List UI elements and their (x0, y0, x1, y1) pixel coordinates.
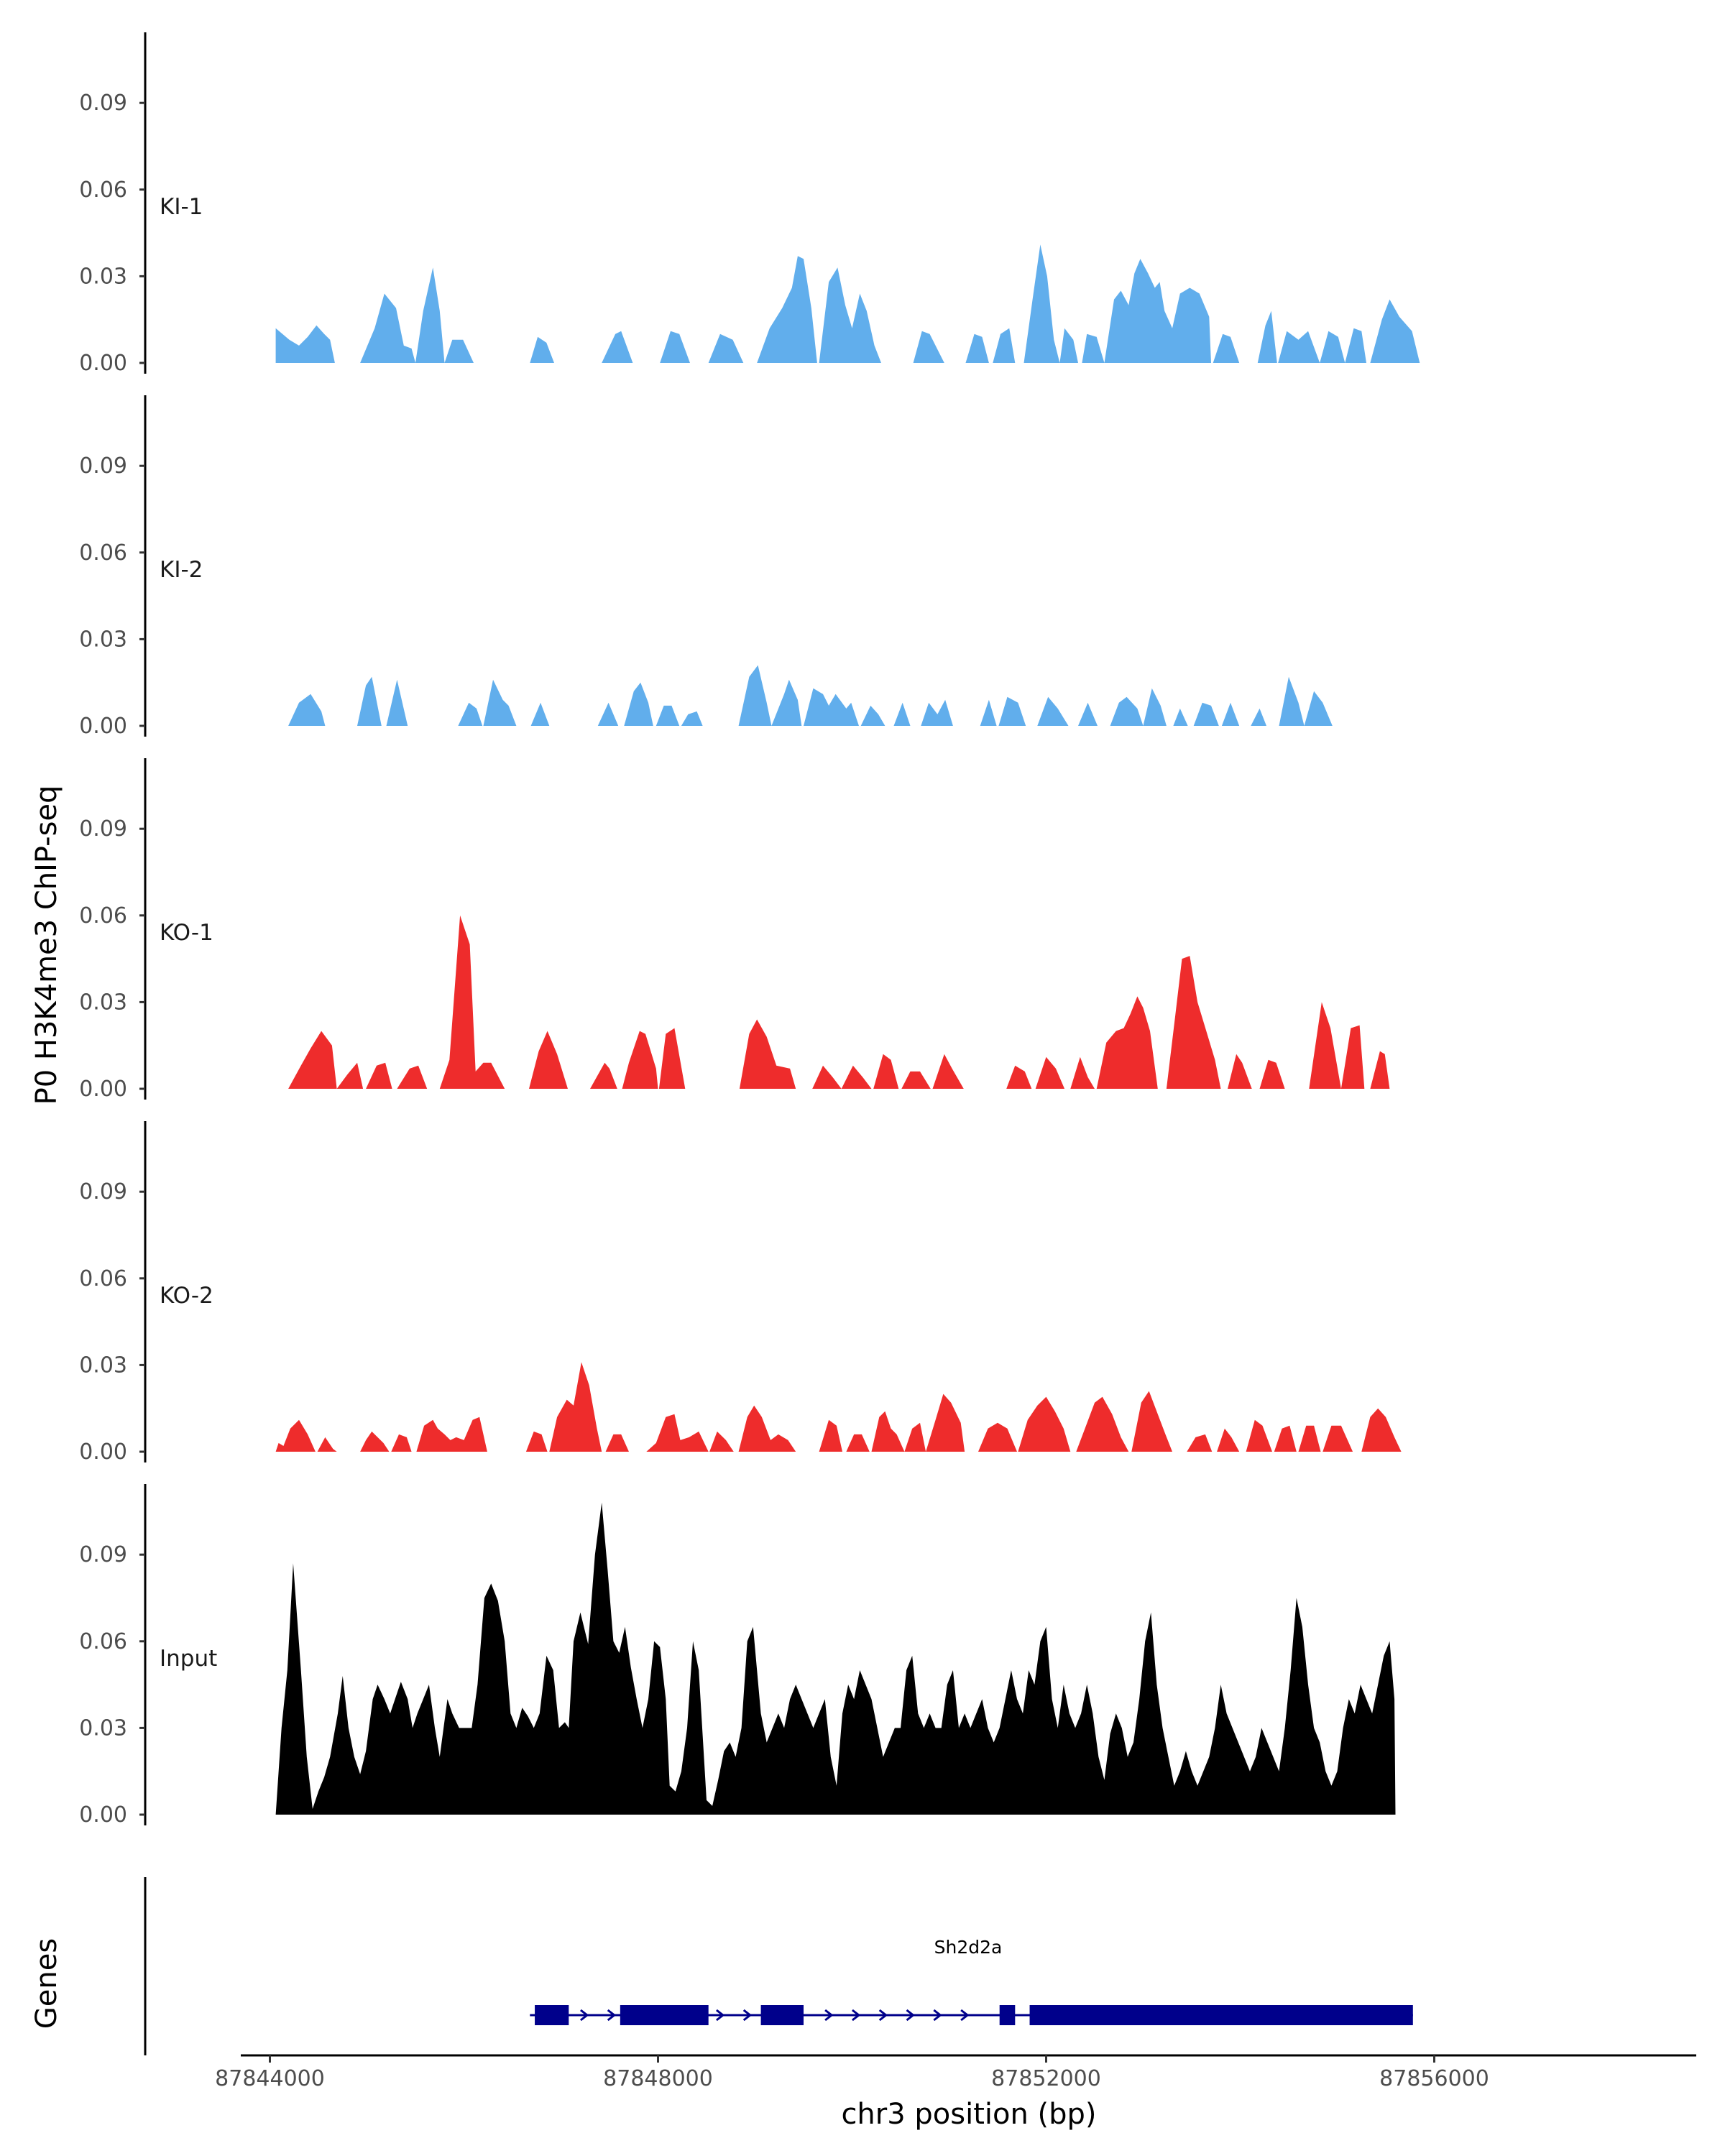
y-tick-label: 0.03 (79, 264, 127, 289)
strand-arrow (851, 2009, 861, 2022)
track-label-ko-1: KO-1 (160, 920, 213, 946)
track-label-ko-2: KO-2 (160, 1283, 213, 1309)
signal-area-ki-1 (275, 244, 1420, 363)
strand-arrow (878, 2009, 888, 2022)
x-tick-label: 87852000 (991, 2066, 1101, 2091)
x-ticks: 87844000 87848000 87852000 87856000 (215, 2055, 1489, 2091)
strand-arrow (933, 2009, 942, 2022)
y-tick-label: 0.00 (79, 1439, 127, 1465)
x-tick-label: 87848000 (603, 2066, 713, 2091)
x-axis: 87844000 87848000 87852000 87856000 chr3 po… (215, 2054, 1696, 2131)
y-tick-label: 0.00 (79, 714, 127, 739)
y-axis-title: P0 H3K4me3 ChIP-seq (30, 786, 63, 1105)
x-tick-label: 87856000 (1379, 2066, 1489, 2091)
strand-arrow (906, 2009, 915, 2022)
y-tick-label: 0.03 (79, 1715, 127, 1741)
tracks-group: 0.00 0.03 0.06 0.09 KI-1 0.00 0.03 0.06 0.09 KI-2… (79, 32, 1420, 1828)
y-tick-label: 0.06 (79, 540, 127, 566)
signal-area-ko-1 (288, 915, 1390, 1089)
y-tick-label: 0.09 (79, 453, 127, 479)
strand-arrow (607, 2009, 617, 2022)
y-tick-label: 0.09 (79, 1179, 127, 1204)
y-tick-label: 0.00 (79, 1077, 127, 1102)
signal-area-input (275, 1502, 1396, 1815)
strand-arrow (742, 2009, 753, 2022)
track-ko-1: 0.00 0.03 0.06 0.09 KO-1 (79, 758, 1390, 1102)
strand-arrow (715, 2009, 725, 2022)
gene-exon (620, 2005, 709, 2025)
y-tick-label: 0.06 (79, 1629, 127, 1654)
gene-exon (1029, 2005, 1413, 2025)
signal-area-ki-2 (288, 665, 1333, 726)
gene-panel: Genes Sh2d2a (30, 1877, 1413, 2055)
gene-exon (760, 2005, 804, 2025)
signal-area-ko-2 (275, 1362, 1402, 1452)
y-tick-label: 0.09 (79, 816, 127, 842)
x-tick-label: 87844000 (215, 2066, 325, 2091)
y-tick-label: 0.00 (79, 351, 127, 376)
strand-arrow (824, 2009, 834, 2022)
track-ki-1: 0.00 0.03 0.06 0.09 KI-1 (79, 32, 1420, 376)
y-tick-label: 0.06 (79, 903, 127, 929)
strand-arrow (579, 2009, 589, 2022)
track-input: 0.00 0.03 0.06 0.09 Input (79, 1484, 1396, 1828)
genes-axis-title: Genes (30, 1938, 63, 2029)
gene-name-label: Sh2d2a (934, 1937, 1003, 1958)
y-tick-label: 0.03 (79, 1353, 127, 1378)
track-label-input: Input (160, 1646, 217, 1672)
y-tick-label: 0.06 (79, 1266, 127, 1291)
y-tick-label: 0.09 (79, 1542, 127, 1567)
y-tick-label: 0.00 (79, 1802, 127, 1828)
y-tick-label: 0.09 (79, 91, 127, 116)
y-tick-label: 0.03 (79, 990, 127, 1015)
track-ki-2: 0.00 0.03 0.06 0.09 KI-2 (79, 395, 1333, 739)
track-label-ki-2: KI-2 (160, 557, 203, 583)
y-tick-label: 0.03 (79, 627, 127, 652)
gene-exon (999, 2005, 1016, 2025)
track-ko-2: 0.00 0.03 0.06 0.09 KO-2 (79, 1121, 1402, 1465)
gene-model (530, 2005, 1413, 2025)
y-tick-label: 0.06 (79, 178, 127, 203)
track-label-ki-1: KI-1 (160, 194, 203, 220)
strand-arrow (960, 2009, 970, 2022)
x-axis-title: chr3 position (bp) (841, 2098, 1096, 2131)
gene-exon (535, 2005, 569, 2025)
